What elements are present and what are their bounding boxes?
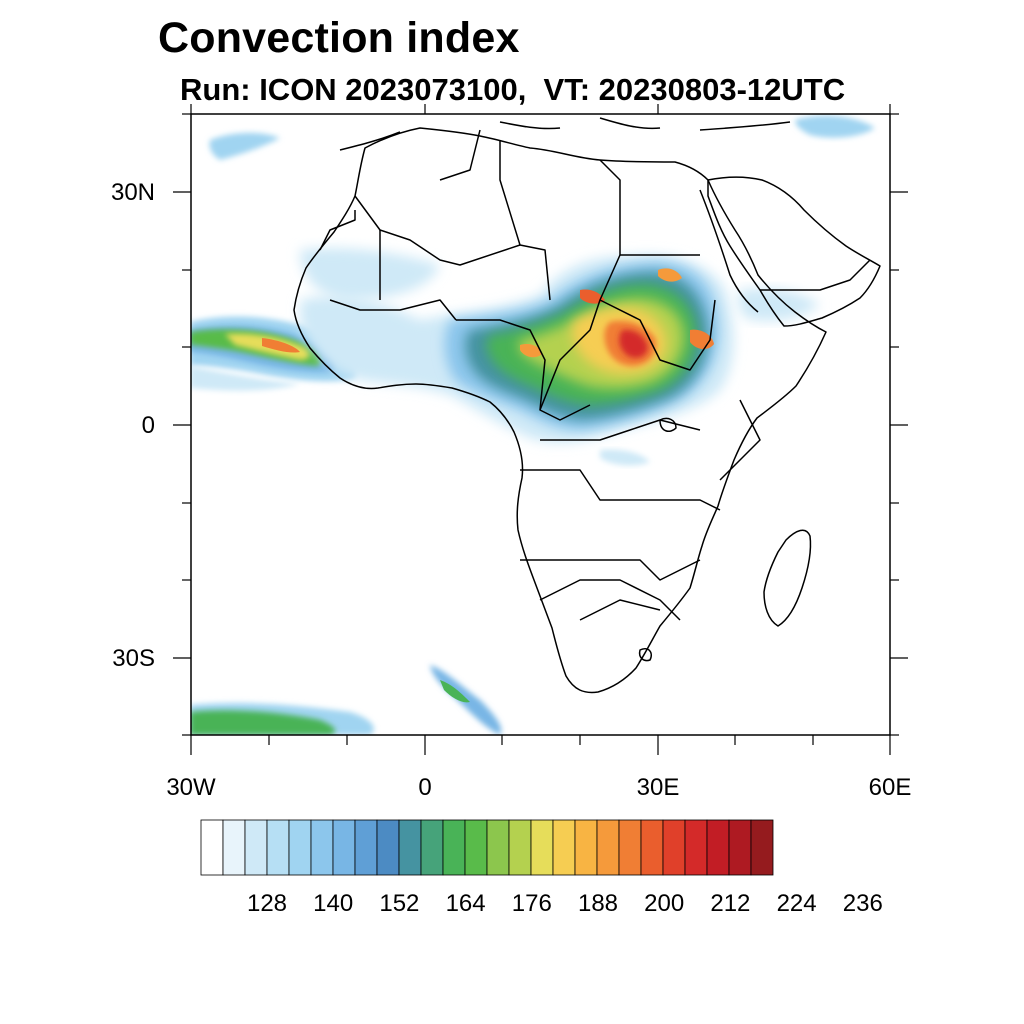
colorbar-label: 152 (379, 890, 420, 917)
lon-label-30e: 30E (636, 774, 680, 801)
colorbar-swatch (200, 819, 224, 876)
colorbar-swatch (266, 819, 290, 876)
lon-label-30w: 30W (166, 774, 216, 801)
convection-field (191, 115, 875, 735)
colorbar-swatch (442, 819, 466, 876)
mediterranean-north-coast (339, 117, 791, 151)
border-11 (539, 579, 681, 621)
colorbar-label: 128 (246, 890, 288, 917)
border-12 (579, 599, 661, 621)
red-sea-coast (699, 189, 759, 313)
colorbar-swatch (420, 819, 444, 876)
coastlines-and-borders (293, 117, 881, 694)
colorbar-swatch (530, 819, 554, 876)
border-16 (760, 259, 871, 291)
colorbar-swatch (376, 819, 400, 876)
colorbar-swatch (618, 819, 642, 876)
colorbar-label: 200 (644, 890, 685, 917)
lake-victoria (659, 417, 677, 433)
border-6 (329, 299, 457, 321)
colorbar-swatch (596, 819, 620, 876)
africa-coastline (293, 127, 827, 694)
colorbar-label: 176 (511, 890, 552, 917)
border-10 (520, 559, 701, 581)
colorbar-swatch (706, 819, 730, 876)
border-2 (499, 140, 551, 301)
colorbar-swatch (662, 819, 686, 876)
colorbar-label: 212 (710, 890, 751, 917)
colorbar-swatch (332, 819, 356, 876)
border-15 (439, 129, 481, 181)
chart-subtitle: Run: ICON 2023073100, VT: 20230803-12UTC (180, 72, 846, 107)
colorbar-label: 188 (577, 890, 619, 917)
sahel-convection-area (300, 255, 734, 443)
border-5 (456, 319, 591, 421)
colorbar-swatch (464, 819, 488, 876)
colorbar-swatch (684, 819, 708, 876)
lon-label-60e: 60E (868, 774, 912, 801)
border-8 (540, 419, 701, 441)
colorbar-swatch (552, 819, 576, 876)
border-13 (719, 399, 761, 481)
chart-title: Convection index (158, 14, 520, 62)
lon-label-0: 0 (418, 774, 432, 801)
colorbar-swatch (288, 819, 312, 876)
colorbar-swatch (398, 819, 422, 876)
lat-label-0: 0 (141, 412, 155, 439)
border-9 (520, 469, 721, 511)
colorbar-swatch (750, 819, 774, 876)
lat-label-30s: 30S (112, 645, 155, 672)
colorbar-swatch (310, 819, 334, 876)
border-3 (599, 159, 700, 256)
colorbar-swatch (244, 819, 268, 876)
madagascar (763, 529, 812, 627)
minor-convection-patches (191, 115, 875, 735)
colorbar-swatch (354, 819, 378, 876)
colorbar-swatch (728, 819, 752, 876)
arabian-peninsula (707, 176, 881, 327)
colorbar-label: 224 (776, 890, 817, 917)
axis-ticks (173, 104, 908, 755)
lat-label-30n: 30N (110, 179, 155, 206)
lesotho (638, 648, 652, 662)
colorbar-swatch (222, 819, 246, 876)
colorbar-swatch (508, 819, 532, 876)
colorbar-swatch (486, 819, 510, 876)
colorbar-swatch (640, 819, 664, 876)
colorbar-label: 140 (313, 890, 354, 917)
border-14 (319, 210, 381, 300)
colorbar-label: 236 (842, 890, 883, 917)
colorbar-label: 164 (445, 890, 486, 917)
border-1 (354, 195, 521, 266)
colorbar-swatch (574, 819, 598, 876)
border-7 (599, 299, 716, 371)
border-4 (539, 254, 621, 411)
